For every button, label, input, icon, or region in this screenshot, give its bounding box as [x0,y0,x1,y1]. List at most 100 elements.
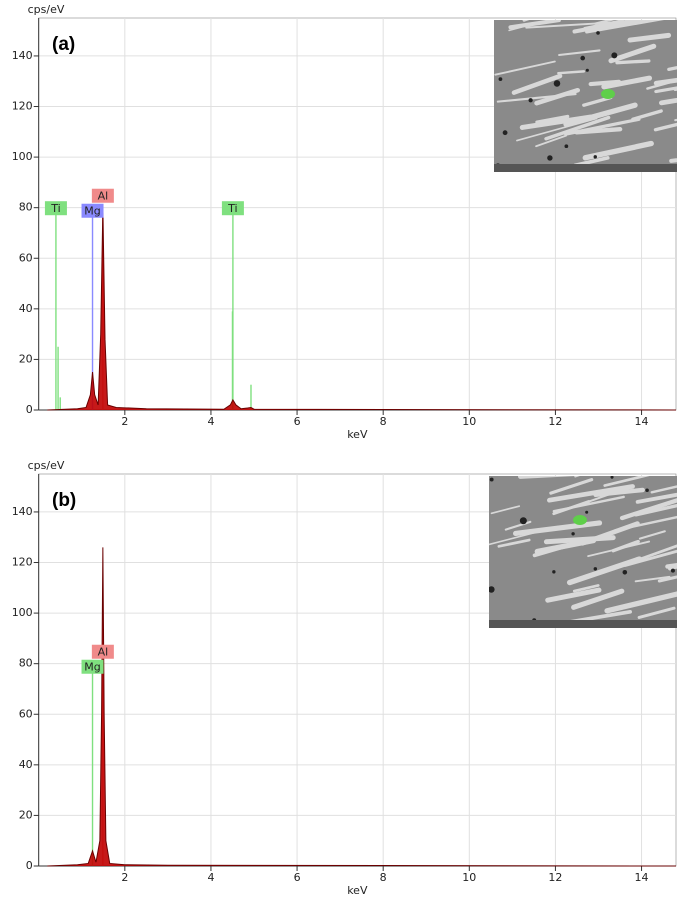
x-axis-label: keV [347,884,368,897]
inset-image [489,476,677,628]
inset-spot [573,515,587,525]
inset-streak [571,588,625,610]
x-tick-label: 14 [635,415,649,428]
inset-footer [489,620,677,628]
inset-streak [557,70,586,75]
x-axis-label: keV [347,428,368,441]
spectrum [47,547,677,867]
y-tick-label: 100 [12,606,33,619]
inset-streak [634,503,677,517]
inset-streak [627,32,672,43]
inset-dot [645,488,649,493]
inset-streak [653,77,677,86]
inset-dot [571,532,575,536]
chart: 0 20 40 60 80 100 120 140 2 4 6 8 10 12 14 cps/eV keV Ti M… [12,3,677,441]
inset-footer [494,164,677,172]
inset-streak [637,606,676,619]
inset-spot [601,89,615,99]
inset-streak [572,584,600,593]
inset-streak [497,538,531,548]
y-tick-label: 0 [26,859,33,872]
y-tick-label: 20 [19,808,33,821]
inset-streak [519,114,593,130]
inset-streak [545,587,602,603]
element-label: Mg [84,205,100,218]
y-axis-label: cps/eV [28,459,65,472]
inset-dot [489,586,495,593]
inset-dot [502,130,508,136]
inset-streak [593,487,645,498]
inset-streak [585,20,665,34]
inset-dot [528,98,533,103]
x-tick-label: 8 [380,871,387,884]
element-label: Al [98,646,109,659]
inset-streak [604,591,677,614]
x-tick-label: 4 [207,415,214,428]
inset-streak [490,505,521,515]
inset-streak [511,73,563,95]
element-label-box [81,203,104,218]
inset-streak [572,20,648,34]
inset-dot [585,68,589,72]
inset-streak [657,575,677,583]
inset-streak [522,20,530,22]
inset-streak [504,520,532,531]
inset-streak [653,122,677,132]
inset-streak [513,520,603,537]
inset-dot [593,155,597,159]
chart: 0 20 40 60 80 100 120 140 2 4 6 8 10 12 14 cps/eV keV Mg A… [12,459,677,897]
spectrum [47,207,677,411]
inset-dot [585,510,589,514]
x-tick-label: 6 [294,415,301,428]
inset-streak [594,20,616,25]
y-tick-label: 0 [26,403,33,416]
element-label-box [221,201,244,216]
inset-streak [582,95,613,107]
panel-label: (b) [52,490,76,511]
inset-streak [535,134,567,148]
inset-streak [638,530,666,540]
y-tick-label: 140 [12,505,33,518]
element-label-box [91,188,114,203]
inset-streak [582,140,654,161]
inset-streak [574,476,580,478]
inset-image [494,20,677,172]
inset-dot [547,155,553,161]
y-axis-label: cps/eV [28,3,65,16]
x-tick-label: 2 [121,415,128,428]
inset-streak [544,115,611,141]
inset-streak [650,485,677,494]
inset-dot [553,80,561,87]
element-label-box [44,201,67,216]
element-label-box [81,659,104,674]
y-tick-label: 140 [12,49,33,62]
inset-streak [496,93,577,103]
inset-dot [593,567,598,571]
inset-dot [498,77,503,81]
inset-streak [494,60,556,76]
x-tick-label: 6 [294,871,301,884]
inset-streak [563,117,641,136]
inset-streak [549,478,594,495]
x-tick-label: 12 [548,871,562,884]
y-tick-label: 20 [19,352,33,365]
inset-streak [611,539,640,553]
y-tick-label: 120 [12,556,33,569]
inset-dot [670,568,675,573]
inset-streak [635,492,677,504]
inset-dot [611,52,618,59]
element-label: Al [98,190,109,203]
y-tick-label: 40 [19,302,33,315]
inset-streak [566,556,643,586]
inset-streak [489,525,559,546]
panel-label: (a) [52,34,75,55]
inset-streak [552,500,591,516]
x-tick-label: 10 [462,415,476,428]
element-label-box [91,644,114,659]
inset-streak [603,476,650,487]
inset-streak [516,117,598,142]
inset-streak [580,521,640,546]
inset-streak [558,49,601,57]
inset-streak [588,79,622,87]
